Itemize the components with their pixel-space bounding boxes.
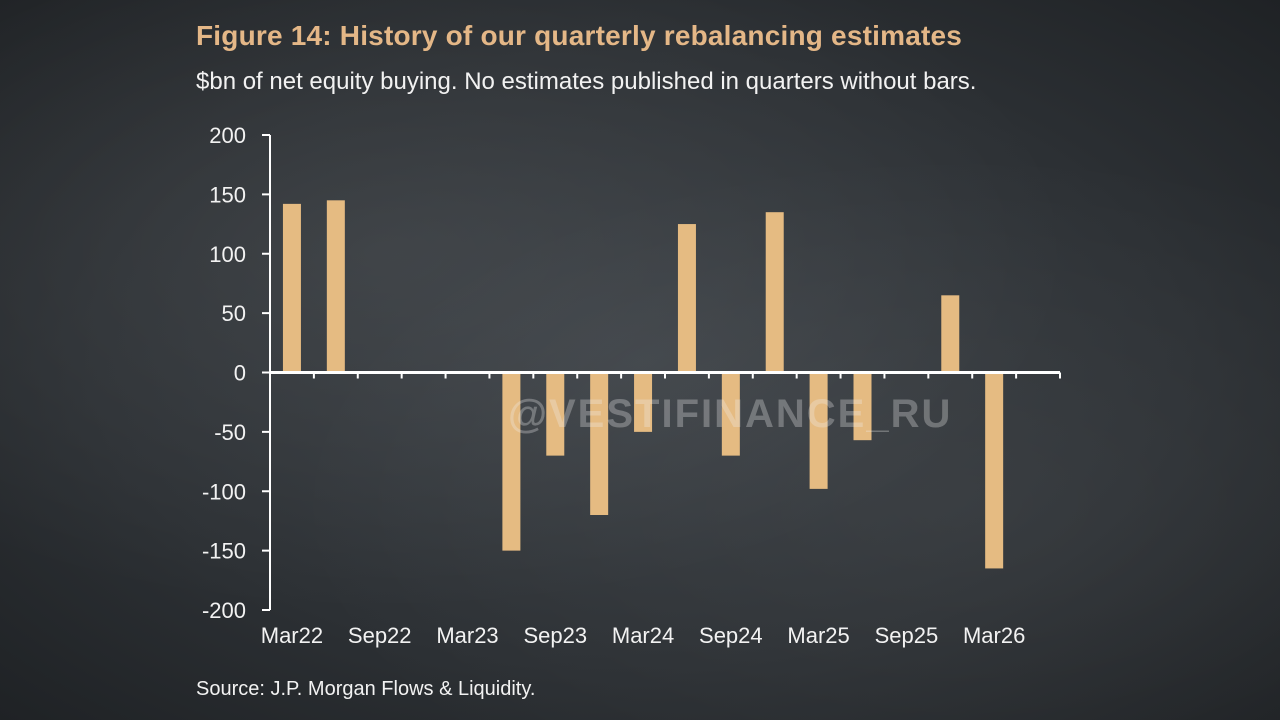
watermark: @VESTIFINANCE_RU (508, 392, 953, 436)
bar-Jun24 (677, 224, 696, 373)
bars-layer (282, 200, 1004, 569)
source-note: Source: J.P. Morgan Flows & Liquidity. (196, 678, 536, 700)
bar-Dec23 (590, 372, 609, 515)
x-tick-label: Mar23 (436, 623, 498, 648)
x-tick-label: Sep23 (523, 623, 587, 648)
y-tick-label: -50 (214, 420, 246, 445)
chart-subtitle: $bn of net equity buying. No estimates p… (196, 68, 977, 95)
x-tick-label: Sep25 (875, 623, 939, 648)
bar-Jun23 (502, 372, 521, 551)
x-tick-label: Mar26 (963, 623, 1025, 648)
chart-title: Figure 14: History of our quarterly reba… (196, 20, 963, 51)
bar-Jun22 (326, 200, 345, 373)
y-tick-label: 200 (209, 123, 246, 148)
y-tick-label: 100 (209, 242, 246, 267)
x-tick-label: Sep24 (699, 623, 763, 648)
bar-Sep23 (546, 372, 565, 456)
bar-Mar24 (634, 372, 653, 432)
bar-Jun25 (853, 372, 872, 441)
bar-Mar22 (282, 203, 301, 373)
y-tick-label: -150 (202, 539, 246, 564)
x-tick-label: Mar24 (612, 623, 674, 648)
bar-Dec25 (941, 295, 960, 373)
bar-Mar25 (809, 372, 828, 489)
y-tick-label: 0 (234, 361, 246, 386)
y-tick-label: 150 (209, 182, 246, 207)
y-tick-label: 50 (222, 301, 246, 326)
y-tick-label: -100 (202, 479, 246, 504)
y-tick-label: -200 (202, 598, 246, 623)
tick-labels-layer: -200 -150 -100 -50 0 50 100 150 200 Mar22 Sep22 Mar… (202, 123, 1025, 648)
axes-layer (262, 134, 1061, 611)
bar-Sep24 (721, 372, 740, 456)
bar-Mar26 (985, 372, 1004, 569)
x-tick-label: Mar25 (787, 623, 849, 648)
x-tick-label: Mar22 (261, 623, 323, 648)
x-tick-label: Sep22 (348, 623, 412, 648)
bar-Dec24 (765, 212, 784, 373)
